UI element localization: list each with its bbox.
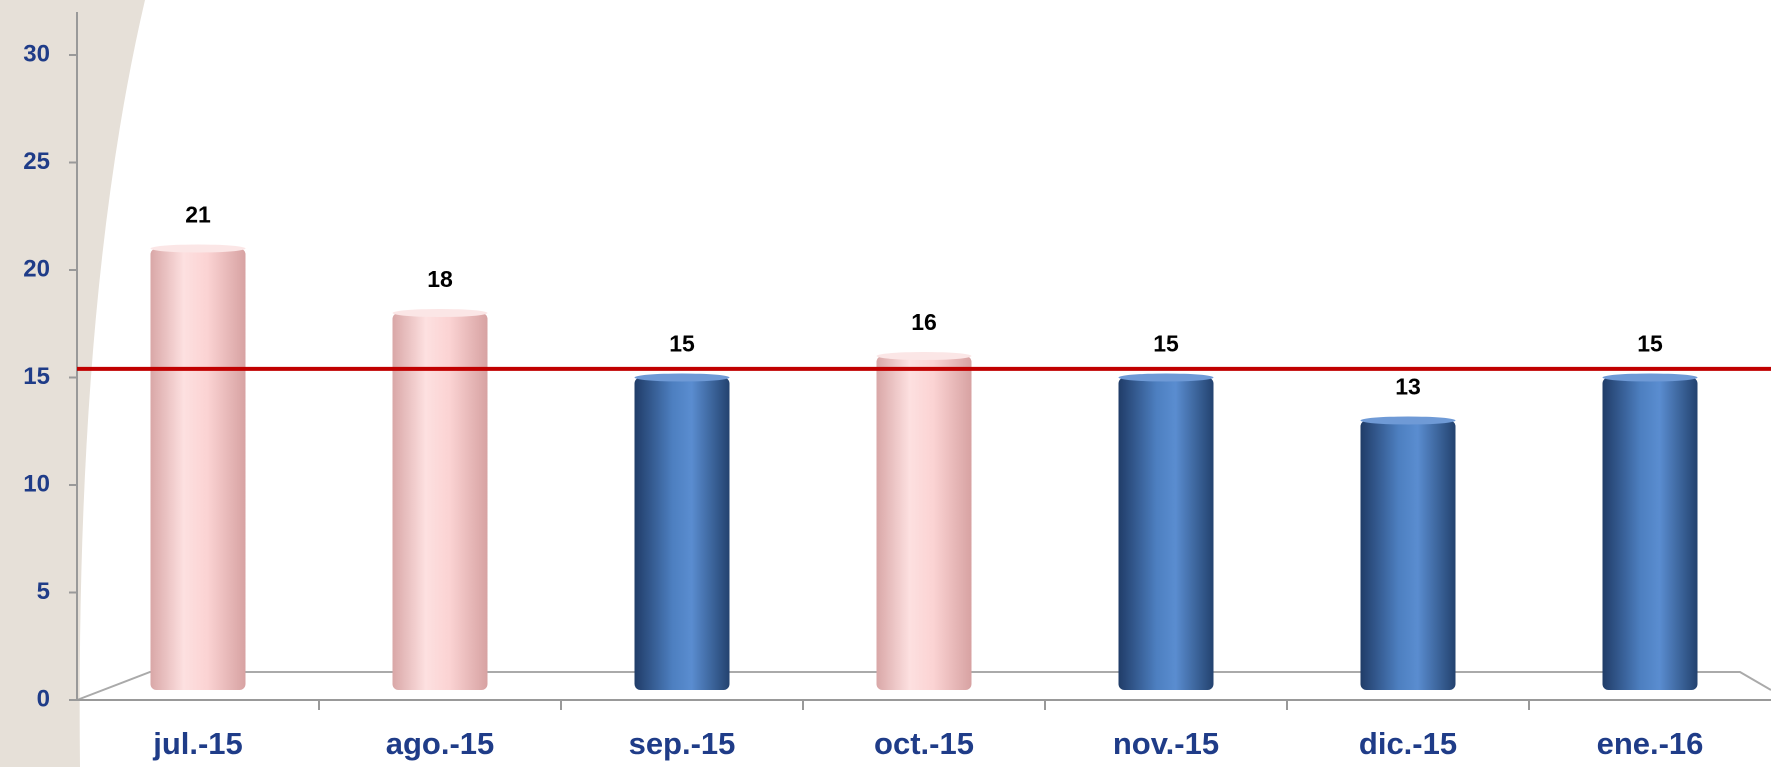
bar — [1118, 377, 1214, 690]
y-tick-label: 20 — [23, 255, 50, 282]
background-shape — [0, 0, 145, 767]
value-label: 18 — [427, 266, 453, 292]
x-tick-label: ago.-15 — [386, 726, 495, 761]
value-label: 16 — [911, 309, 937, 335]
bar — [634, 377, 730, 690]
value-label: 15 — [1637, 331, 1663, 357]
bar-top — [1360, 416, 1456, 425]
bar-top — [634, 373, 730, 382]
y-tick-label: 10 — [23, 470, 50, 497]
bar — [1602, 377, 1698, 690]
bar — [392, 313, 488, 690]
value-label: 13 — [1395, 374, 1421, 400]
y-tick-label: 5 — [37, 578, 50, 605]
bar-top — [150, 244, 246, 253]
y-tick-label: 30 — [23, 40, 50, 67]
y-tick-label: 25 — [23, 148, 50, 175]
value-label: 21 — [185, 202, 211, 228]
y-tick-label: 0 — [37, 685, 50, 712]
x-tick-label: ene.-16 — [1597, 726, 1704, 761]
x-tick-label: jul.-15 — [152, 726, 243, 761]
bar — [150, 248, 246, 690]
bar-top — [876, 352, 972, 360]
value-label: 15 — [1153, 331, 1179, 357]
x-tick-label: sep.-15 — [629, 726, 736, 761]
bar-top — [1602, 373, 1698, 382]
x-tick-label: nov.-15 — [1113, 726, 1219, 761]
bar-top — [1118, 373, 1214, 382]
y-tick-label: 15 — [23, 363, 50, 390]
bar — [1360, 420, 1456, 690]
bar-top — [392, 309, 488, 317]
x-tick-label: dic.-15 — [1359, 726, 1457, 761]
value-label: 15 — [669, 331, 695, 357]
x-tick-label: oct.-15 — [874, 726, 974, 761]
bar — [876, 356, 972, 690]
